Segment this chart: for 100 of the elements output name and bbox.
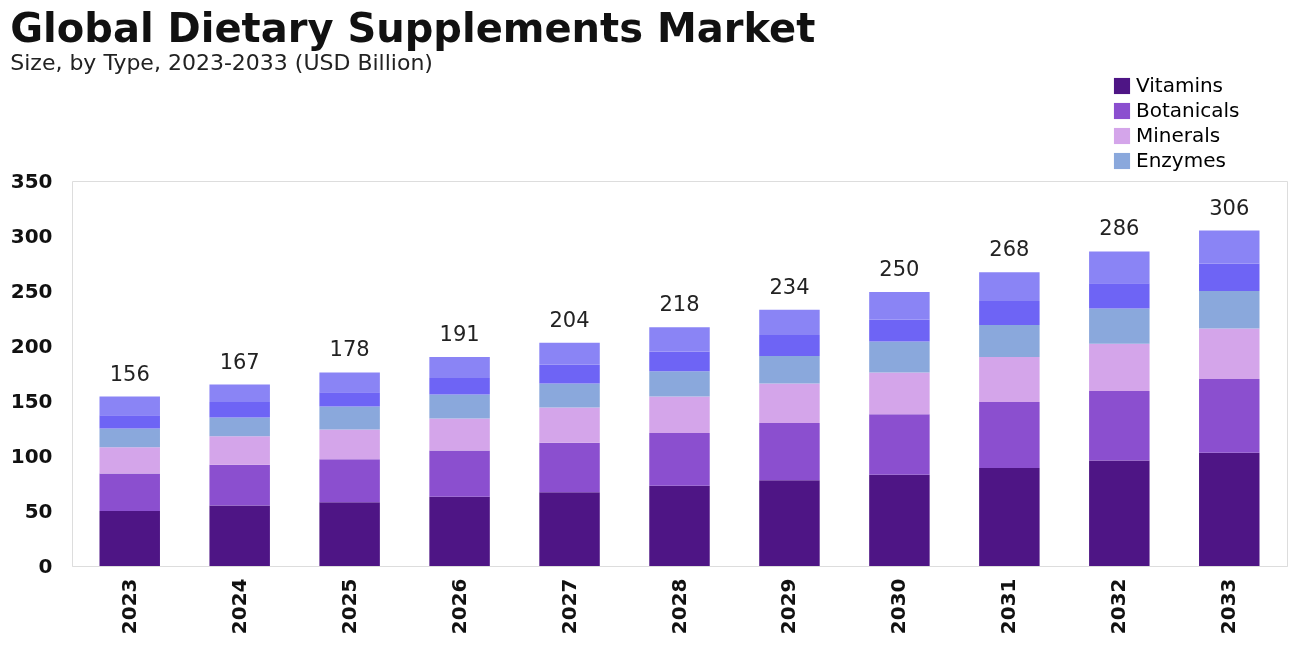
bar [1199,379,1260,453]
legend-label: Minerals [1136,123,1221,147]
bar [759,309,820,335]
x-tick-label: 2028 [666,578,691,635]
bar [209,464,270,506]
bar [759,423,820,481]
bar [209,402,270,418]
bar [1199,291,1260,329]
chart-subtitle: Size, by Type, 2023-2033 (USD Billion) [10,50,433,75]
x-tick-label: 2024 [226,578,251,635]
bar [209,436,270,465]
total-label: 286 [1099,216,1140,241]
bar [869,341,930,373]
bar [429,357,490,378]
bar [979,300,1040,326]
bar [759,335,820,356]
bar [1089,251,1150,284]
bar [429,377,490,395]
bar [99,415,160,429]
bar [99,447,160,474]
bar [539,364,600,384]
bar [1199,328,1260,379]
bar [99,511,160,566]
bar [979,272,1040,301]
bar [429,394,490,419]
bar [1199,263,1260,291]
total-label: 234 [769,274,810,299]
total-label: 250 [879,257,920,282]
bar [1199,452,1260,566]
bar [1089,343,1150,392]
bar [429,496,490,566]
bar [649,432,710,486]
x-tick-label: 2027 [556,578,581,635]
bar [319,459,380,503]
bar [1089,460,1150,566]
bar [869,292,930,320]
bar [99,473,160,511]
chart-title: Global Dietary Supplements Market [10,5,816,51]
bar [1089,308,1150,344]
y-tick-label: 300 [10,223,53,248]
total-label: 167 [219,349,260,374]
bar [539,383,600,408]
y-tick-label: 350 [10,168,53,193]
bar [649,371,710,397]
bar [99,428,160,448]
bar [319,502,380,566]
total-label: 156 [109,361,150,386]
y-tick-label: 250 [10,278,53,303]
bar [759,355,820,384]
bar [869,372,930,415]
bar [759,383,820,423]
x-tick-label: 2025 [336,578,361,635]
bar [979,402,1040,469]
x-tick-label: 2026 [446,578,471,635]
bar [869,474,930,566]
bar [319,429,380,460]
bar [429,450,490,497]
bar [209,417,270,437]
bar [979,468,1040,566]
bar [649,351,710,372]
bar [539,407,600,443]
y-tick-label: 50 [24,498,53,523]
bar [759,480,820,566]
x-tick-label: 2033 [1216,578,1241,635]
x-tick-label: 2031 [996,578,1021,635]
bar [1089,391,1150,461]
x-tick-label: 2032 [1106,578,1131,635]
bar [979,325,1040,357]
total-label: 204 [549,307,590,332]
bar [869,319,930,342]
legend-label: Enzymes [1136,148,1226,172]
bar [869,414,930,475]
bar [99,396,160,416]
y-tick-label: 0 [38,553,53,578]
bar [539,492,600,566]
total-label: 218 [659,292,700,317]
bar [979,357,1040,403]
bar [429,418,490,451]
bar [319,372,380,393]
y-tick-label: 100 [10,443,53,468]
x-tick-label: 2029 [776,578,801,635]
total-label: 178 [329,337,370,362]
bar [649,485,710,566]
bar [539,442,600,493]
total-label: 191 [439,322,480,346]
bar [649,327,710,352]
x-tick-label: 2023 [116,578,141,635]
legend-label: Botanicals [1136,98,1240,122]
total-label: 268 [989,237,1030,262]
bar [209,505,270,566]
y-tick-label: 200 [10,333,53,358]
x-tick-label: 2030 [886,578,911,635]
total-label: 306 [1209,195,1250,220]
legend-label: Vitamins [1136,73,1224,97]
bar [1089,283,1150,309]
bar [649,396,710,433]
bar [319,392,380,407]
bar [209,384,270,403]
bar [539,342,600,365]
bar [1199,230,1260,264]
